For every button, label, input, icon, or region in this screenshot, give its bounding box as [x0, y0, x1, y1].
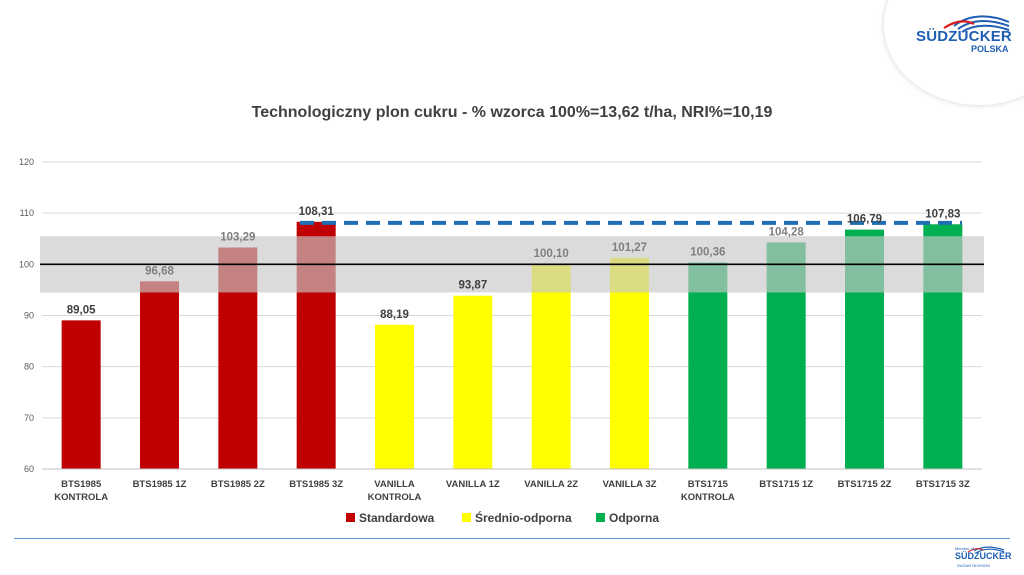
x-tick-label: KONTROLA	[54, 492, 108, 503]
y-tick-label: 90	[24, 311, 34, 321]
x-tick-label: VANILLA 1Z	[446, 479, 500, 490]
y-tick-label: 120	[19, 157, 34, 167]
bar	[688, 262, 728, 469]
footer-divider	[14, 538, 1010, 539]
data-label: 96,68	[145, 265, 174, 277]
bar	[610, 257, 649, 469]
y-tick-label: 110	[20, 208, 34, 218]
x-tick-label: VANILLA 3Z	[603, 479, 657, 490]
bar	[140, 281, 179, 469]
legend-label: Standardowa	[359, 511, 435, 525]
footer-logo-icon	[967, 546, 1005, 554]
legend-swatch	[462, 513, 471, 522]
y-tick-label: 70	[24, 413, 34, 423]
data-label: 106,79	[847, 214, 882, 226]
data-label: 93,87	[458, 280, 487, 292]
data-label: 100,10	[534, 248, 569, 260]
bar	[453, 295, 493, 469]
data-label: 103,29	[220, 231, 255, 243]
legend-label: Odporna	[609, 511, 659, 525]
x-tick-label: VANILLA 2Z	[524, 479, 578, 490]
data-label: 100,36	[690, 246, 725, 258]
x-tick-label: VANILLA	[374, 479, 415, 490]
data-label: 104,28	[769, 226, 805, 238]
data-label: 108,31	[299, 206, 335, 218]
x-tick-label: KONTROLA	[681, 492, 735, 503]
footer-brand: SÜDZUCKER	[955, 551, 1012, 561]
legend-swatch	[346, 513, 355, 522]
data-label: 107,83	[925, 208, 960, 220]
x-tick-label: BTS1715 2Z	[838, 479, 892, 490]
legend-label: Średnio-odporna	[475, 510, 572, 525]
y-tick-label: 60	[24, 464, 34, 474]
x-tick-label: BTS1715	[688, 479, 729, 490]
footer-member-text: Member of	[955, 546, 975, 551]
bar	[531, 263, 571, 469]
bar	[375, 324, 414, 469]
data-label: 89,05	[67, 304, 96, 316]
brand-sub: POLSKA	[971, 44, 1009, 54]
x-tick-label: BTS1715 3Z	[916, 479, 970, 490]
x-tick-label: BTS1985 2Z	[211, 479, 265, 490]
x-tick-label: BTS1985 1Z	[133, 479, 187, 490]
y-tick-label: 80	[24, 362, 34, 372]
chart-title: Technologiczny plon cukru - % wzorca 100…	[251, 104, 773, 121]
legend-swatch	[596, 513, 605, 522]
x-tick-label: KONTROLA	[368, 492, 422, 503]
footer-sub: SUGAR DIVISION	[957, 563, 990, 568]
x-tick-label: BTS1985	[61, 479, 102, 490]
x-tick-label: BTS1715 1Z	[759, 479, 813, 490]
brand-name: SÜDZUCKER	[916, 28, 1012, 45]
sudzucker-logo-icon	[943, 15, 1010, 33]
data-label: 88,19	[380, 309, 409, 321]
y-tick-label: 100	[19, 259, 34, 269]
data-label: 101,27	[612, 242, 647, 254]
x-tick-label: BTS1985 3Z	[289, 479, 343, 490]
bar	[61, 320, 101, 469]
